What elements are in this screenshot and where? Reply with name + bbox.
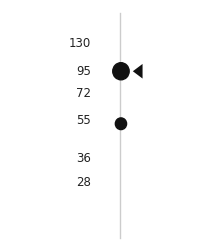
Text: 55: 55 xyxy=(76,114,91,126)
Polygon shape xyxy=(133,64,143,78)
Ellipse shape xyxy=(115,118,127,130)
Text: 72: 72 xyxy=(76,87,91,100)
Text: 95: 95 xyxy=(76,65,91,78)
Text: 28: 28 xyxy=(76,176,91,189)
Ellipse shape xyxy=(113,63,129,80)
Text: 36: 36 xyxy=(76,152,91,165)
Text: 130: 130 xyxy=(68,37,91,50)
